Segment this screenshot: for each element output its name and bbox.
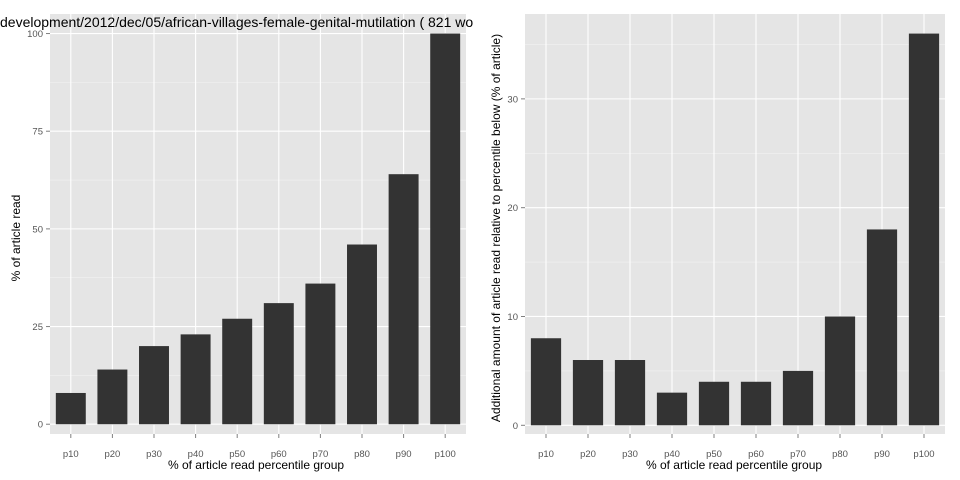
x-tick-label: p10 [63,449,79,460]
x-tick-label: p60 [748,449,764,460]
y-tick-label: 75 [32,127,43,138]
y-axis-title: % of article read [9,195,23,282]
bar-p90 [388,174,419,425]
y-tick-label: 0 [513,421,518,432]
y-tick-label: 30 [507,94,518,105]
y-tick-label: 50 [32,224,43,235]
bar-p60 [740,381,772,426]
x-tick-label: p80 [354,449,370,460]
x-tick-label: p10 [538,449,554,460]
bar-p90 [866,229,898,426]
bar-p80 [347,244,377,425]
bar-p60 [263,303,294,425]
chart-title: development/2012/dec/05/african-villages… [0,14,473,30]
bar-p30 [139,346,169,425]
bar-p50 [222,318,253,425]
y-tick-label: 25 [32,322,43,333]
x-tick-label: p50 [706,449,722,460]
bar-p20 [97,369,128,425]
x-tick-label: p70 [312,449,328,460]
x-tick-label: p50 [229,449,245,460]
bar-p100 [908,33,940,426]
y-tick-label: 10 [507,312,518,323]
x-tick-label: p70 [790,449,806,460]
y-tick-label: 0 [38,420,43,431]
x-tick-label: p30 [622,449,638,460]
bar-p70 [782,370,814,426]
bar-p80 [824,316,856,426]
chart-panel: 0 25 50 75 100 p10 p20 p30 p40 p50 p60 p70 p80 p90 p10… [27,14,466,460]
bar-p30 [614,360,646,426]
x-tick-label: p90 [396,449,412,460]
x-axis-title: % of article read percentile group [168,458,344,472]
x-tick-label: p20 [104,449,120,460]
x-tick-label: p30 [146,449,162,460]
y-tick-label: 20 [507,203,518,214]
x-tick-label: p20 [580,449,596,460]
x-axis-title: % of article read percentile group [646,458,822,472]
bar-p50 [698,381,730,426]
bar-p100 [430,33,461,425]
bar-p40 [656,392,688,426]
x-tick-label: p90 [874,449,890,460]
x-tick-label: p60 [271,449,287,460]
y-tick-label: 100 [27,29,43,40]
bar-p20 [572,360,604,426]
x-tick-label: p40 [188,449,204,460]
bar-p10 [55,392,86,425]
x-tick-label: p40 [664,449,680,460]
x-tick-label: p100 [435,449,456,460]
bar-p10 [530,338,562,426]
bar-p70 [305,283,336,425]
bar-p40 [180,334,211,425]
x-tick-label: p100 [913,449,934,460]
y-axis-title: Additional amount of article read relati… [489,34,503,422]
x-tick-label: p80 [832,449,848,460]
chart-panel: 0 10 20 30 p10 p20 p30 p40 p50 p60 p70 p80 p90 p100 [507,14,945,460]
